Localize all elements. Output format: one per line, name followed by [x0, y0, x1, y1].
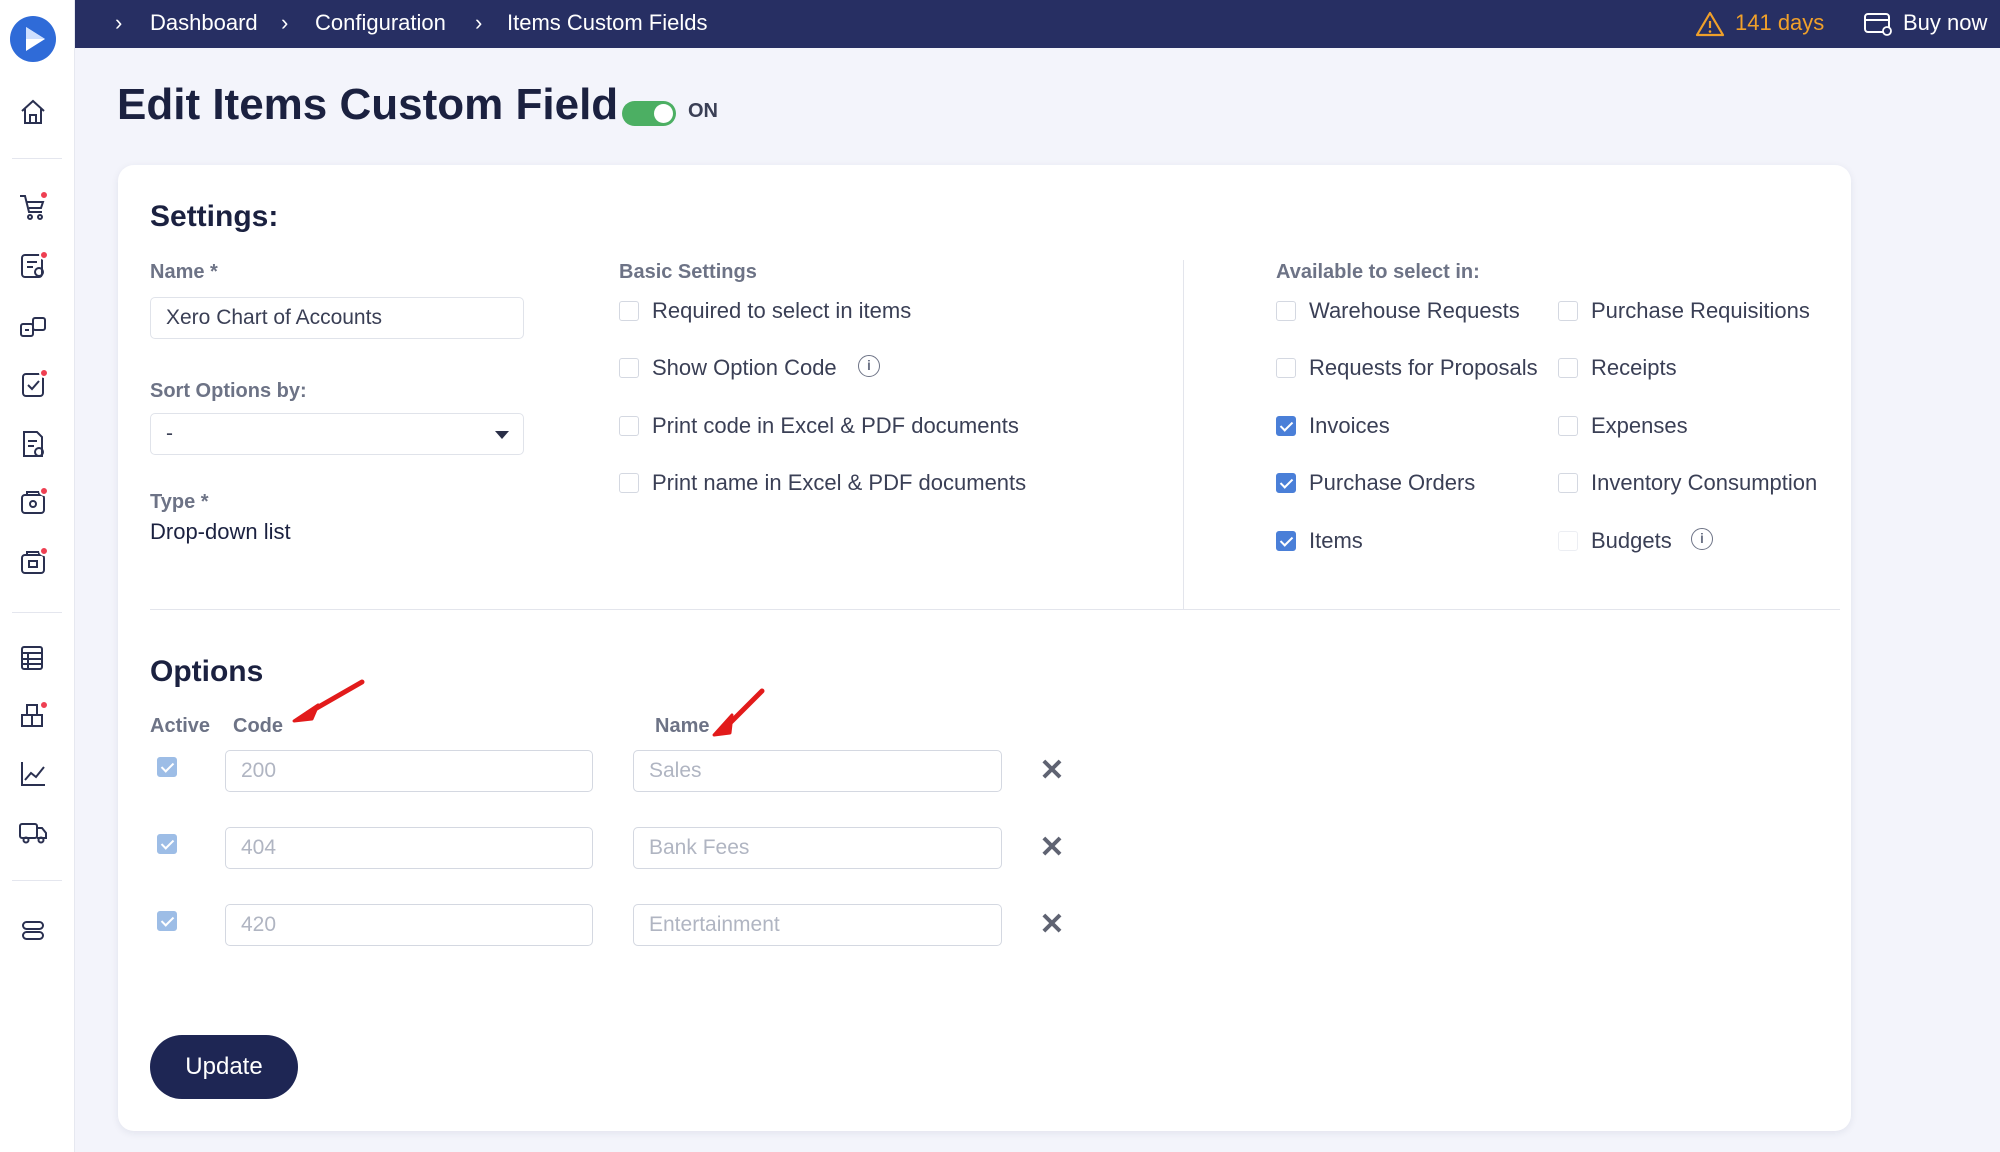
checkbox[interactable]: [1276, 531, 1296, 551]
checkbox[interactable]: [619, 358, 639, 378]
sort-options-value: -: [166, 422, 173, 445]
name-label: Name *: [150, 261, 218, 283]
expense-icon[interactable]: [17, 546, 49, 578]
chevron-right-icon: ›: [281, 10, 289, 35]
checkbox-label: Receipts: [1591, 355, 1677, 380]
type-value: Drop-down list: [150, 519, 291, 544]
settings-heading: Settings:: [150, 200, 279, 233]
checkbox[interactable]: [619, 473, 639, 493]
column-header-code: Code: [233, 715, 283, 737]
checkbox[interactable]: [619, 416, 639, 436]
checkbox[interactable]: [1558, 358, 1578, 378]
option-name-input[interactable]: Entertainment: [633, 904, 1002, 946]
checkbox[interactable]: [619, 301, 639, 321]
checkbox-label: Purchase Orders: [1309, 470, 1476, 495]
option-active-checkbox[interactable]: [157, 757, 177, 777]
info-icon[interactable]: i: [858, 355, 880, 377]
checkbox[interactable]: [1276, 358, 1296, 378]
column-header-name: Name: [655, 715, 710, 737]
checkbox-label: Items: [1309, 528, 1363, 553]
checkbox-label: Budgets: [1591, 528, 1672, 553]
chevron-right-icon: ›: [115, 10, 123, 35]
sort-options-select[interactable]: -: [150, 413, 524, 455]
option-active-checkbox[interactable]: [157, 834, 177, 854]
checkbox-label: Requests for Proposals: [1309, 355, 1538, 380]
credit-card-icon: [1864, 13, 1892, 36]
column-divider: [1183, 260, 1184, 610]
analytics-icon[interactable]: [17, 758, 49, 790]
receipt-icon[interactable]: [17, 486, 49, 518]
sidebar-divider: [12, 612, 62, 613]
breadcrumb-dashboard[interactable]: Dashboard: [150, 10, 258, 35]
approval-icon[interactable]: [17, 368, 49, 400]
cart-icon[interactable]: [17, 190, 49, 222]
inventory-icon[interactable]: [17, 700, 49, 732]
home-icon[interactable]: [17, 96, 49, 128]
column-header-active: Active: [150, 715, 211, 737]
breadcrumb-current-page: Items Custom Fields: [507, 10, 708, 35]
checkbox-label: Inventory Consumption: [1591, 470, 1818, 495]
info-icon[interactable]: i: [1691, 528, 1713, 550]
checkbox[interactable]: [1276, 473, 1296, 493]
top-navigation-bar: › Dashboard › Configuration › Items Cust…: [75, 0, 2000, 48]
option-active-checkbox[interactable]: [157, 911, 177, 931]
close-icon[interactable]: ✕: [1039, 754, 1065, 787]
warning-icon: [1695, 11, 1725, 37]
annotation-arrow-icon: [292, 679, 365, 723]
type-label: Type *: [150, 491, 209, 513]
available-heading: Available to select in:: [1276, 261, 1480, 283]
invoice-icon[interactable]: [17, 428, 49, 460]
sidebar: [0, 0, 75, 1152]
checkbox-label: Warehouse Requests: [1309, 298, 1520, 323]
checkbox-label: Invoices: [1309, 413, 1390, 438]
edit-form-card: Settings: Name * Xero Chart of Accounts …: [118, 165, 1851, 1131]
section-divider: [150, 609, 1840, 610]
close-icon[interactable]: ✕: [1039, 908, 1065, 941]
option-code-input[interactable]: 404: [225, 827, 593, 869]
options-heading: Options: [150, 655, 264, 688]
option-name-input[interactable]: Bank Fees: [633, 827, 1002, 869]
checkbox-label: Purchase Requisitions: [1591, 298, 1810, 323]
breadcrumb-configuration[interactable]: Configuration: [315, 10, 446, 35]
page-title: Edit Items Custom Field: [117, 80, 619, 129]
checkbox-label: Required to select in items: [652, 298, 912, 323]
buy-now-label: Buy now: [1903, 10, 1988, 35]
name-input[interactable]: Xero Chart of Accounts: [150, 297, 524, 339]
checkbox-label: Expenses: [1591, 413, 1688, 438]
option-name-input[interactable]: Sales: [633, 750, 1002, 792]
sort-options-label: Sort Options by:: [150, 380, 307, 402]
option-code-input[interactable]: 420: [225, 904, 593, 946]
sidebar-divider: [12, 158, 62, 159]
table-icon[interactable]: [17, 642, 49, 674]
checkbox[interactable]: [1558, 473, 1578, 493]
checkbox-label: Show Option Code: [652, 355, 837, 380]
checkbox[interactable]: [1276, 301, 1296, 321]
active-toggle[interactable]: [622, 101, 676, 126]
app-logo[interactable]: [10, 16, 56, 62]
annotation-arrow-icon: [712, 688, 765, 737]
checkbox[interactable]: [1276, 416, 1296, 436]
chevron-down-icon: [495, 431, 509, 439]
close-icon[interactable]: ✕: [1039, 831, 1065, 864]
chevron-right-icon: ›: [475, 10, 483, 35]
request-icon[interactable]: [17, 250, 49, 282]
sidebar-divider: [12, 880, 62, 881]
trial-days-text: 141 days: [1735, 10, 1825, 35]
basic-settings-heading: Basic Settings: [619, 261, 757, 283]
checkbox[interactable]: [1558, 301, 1578, 321]
checkbox[interactable]: [1558, 416, 1578, 436]
delivery-icon[interactable]: [17, 816, 49, 848]
toggle-label: ON: [688, 100, 718, 122]
settings-icon[interactable]: [17, 914, 49, 946]
checkbox[interactable]: [1558, 531, 1578, 551]
warehouse-icon[interactable]: [17, 310, 49, 342]
update-button[interactable]: Update: [150, 1035, 298, 1099]
checkbox-label: Print name in Excel & PDF documents: [652, 470, 1027, 495]
option-code-input[interactable]: 200: [225, 750, 593, 792]
checkbox-label: Print code in Excel & PDF documents: [652, 413, 1019, 438]
